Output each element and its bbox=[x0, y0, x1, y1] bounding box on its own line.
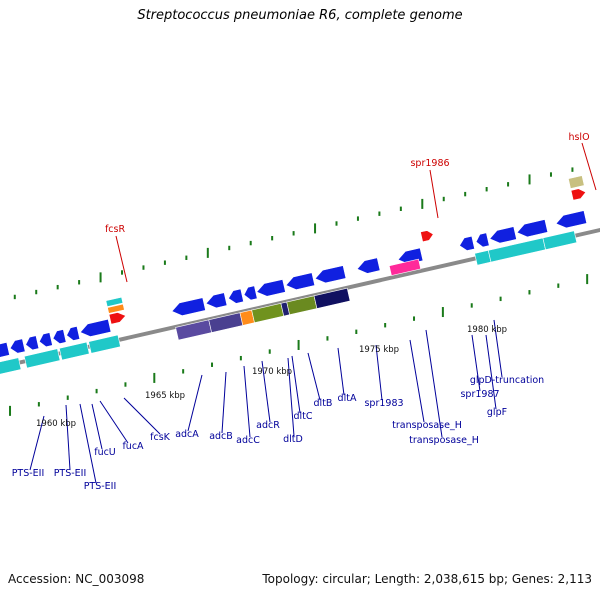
leader-line bbox=[115, 235, 128, 283]
leader-line bbox=[409, 339, 425, 423]
gene-label: PTS-EII bbox=[54, 468, 87, 479]
gene-arrow-forward bbox=[356, 257, 381, 274]
gene-arrow-forward bbox=[256, 279, 286, 297]
gene-block bbox=[208, 312, 244, 333]
gene-label: dltA bbox=[338, 393, 357, 404]
rna-gene-label: fcsR bbox=[105, 224, 126, 235]
gene-label: PTS-EII bbox=[84, 481, 117, 492]
gene-label: dltC bbox=[293, 411, 312, 422]
gene-label: adcA bbox=[175, 429, 199, 440]
leader-line bbox=[287, 357, 295, 437]
gene-features bbox=[0, 175, 588, 375]
topology-label: Topology: circular; Length: 2,038,615 bp… bbox=[262, 572, 592, 586]
scale-label: 1965 kbp bbox=[145, 391, 185, 401]
gene-label: adcR bbox=[256, 420, 280, 431]
gene-block bbox=[0, 357, 22, 375]
leader-line bbox=[79, 403, 97, 484]
gene-arrow-forward bbox=[205, 292, 228, 309]
scale-label: 1980 kbp bbox=[467, 325, 507, 335]
gene-block bbox=[251, 303, 285, 324]
leader-line bbox=[221, 371, 227, 434]
gene-arrow-forward bbox=[79, 318, 112, 337]
leader-line bbox=[471, 334, 481, 392]
gene-label: adcC bbox=[236, 435, 260, 446]
gene-label: dltB bbox=[314, 398, 333, 409]
gene-block bbox=[105, 296, 124, 307]
leader-line bbox=[429, 169, 439, 219]
gene-arrow-forward bbox=[25, 335, 40, 351]
gene-arrow-forward bbox=[243, 285, 258, 301]
leader-line bbox=[187, 374, 203, 432]
gene-arrow-forward bbox=[228, 288, 244, 304]
gene-label: glpF bbox=[487, 407, 507, 418]
leader-line bbox=[123, 397, 161, 435]
gene-label: PTS-EII bbox=[12, 468, 45, 479]
gene-arrow-forward bbox=[52, 329, 67, 344]
gene-block bbox=[88, 334, 121, 354]
gene-block bbox=[313, 287, 351, 309]
leader-line bbox=[337, 347, 345, 396]
gene-arrow-forward bbox=[171, 297, 206, 316]
gene-label: transposase_H bbox=[392, 420, 462, 431]
leader-line bbox=[485, 334, 497, 410]
scale-ticks bbox=[9, 167, 589, 416]
gene-block bbox=[58, 341, 90, 361]
gene-block bbox=[567, 175, 585, 189]
gene-label: dltD bbox=[283, 434, 303, 445]
leader-line bbox=[243, 365, 251, 438]
gene-label: transposase_H bbox=[409, 435, 479, 446]
gene-arrow-forward bbox=[38, 332, 53, 348]
rna-feature bbox=[420, 230, 434, 243]
leader-line bbox=[91, 403, 103, 450]
rna-feature bbox=[570, 188, 587, 201]
gene-block bbox=[388, 258, 422, 276]
gene-arrow-forward bbox=[555, 210, 588, 229]
scale-label: 1960 kbp bbox=[36, 419, 76, 429]
rna-gene-label: hslO bbox=[568, 132, 589, 143]
gene-arrow-forward bbox=[475, 232, 490, 248]
leader-line bbox=[291, 355, 301, 414]
gene-label: fucA bbox=[122, 441, 144, 452]
feature-labels: 1960 kbp 1965 kbp 1970 kbp 1975 kbp 1980 kbp… bbox=[12, 132, 590, 492]
leader-line bbox=[29, 415, 45, 471]
gene-arrow-forward bbox=[285, 272, 316, 290]
gene-arrow-forward bbox=[66, 326, 81, 341]
gene-label: spr1983 bbox=[364, 398, 403, 409]
leader-line bbox=[581, 142, 597, 191]
leader-line bbox=[99, 400, 129, 444]
gene-block bbox=[107, 303, 125, 314]
gene-label: spr1987 bbox=[460, 389, 499, 400]
scale-label: 1975 kbp bbox=[359, 345, 399, 355]
gene-label: adcB bbox=[209, 431, 233, 442]
gene-label: glpD-truncation bbox=[470, 375, 544, 386]
label-leader-lines bbox=[29, 142, 597, 484]
leader-line bbox=[261, 360, 271, 423]
map-title: Streptococcus pneumoniae R6, complete ge… bbox=[137, 8, 463, 23]
gene-label: fucU bbox=[94, 447, 116, 458]
rna-gene-label: spr1986 bbox=[410, 158, 449, 169]
accession-label: Accession: NC_003098 bbox=[8, 572, 145, 586]
leader-line bbox=[65, 404, 71, 471]
leader-line bbox=[493, 319, 503, 378]
gene-block bbox=[23, 348, 61, 369]
rna-feature bbox=[108, 312, 127, 325]
leader-line bbox=[375, 344, 383, 401]
gene-arrow-forward bbox=[459, 235, 475, 251]
gene-arrow-forward bbox=[9, 338, 26, 354]
scale-label: 1970 kbp bbox=[252, 367, 292, 377]
leader-line bbox=[307, 352, 321, 401]
gene-label: fcsK bbox=[150, 432, 171, 443]
gene-arrow-forward bbox=[0, 342, 10, 358]
leader-line bbox=[425, 329, 443, 438]
gene-arrow-forward bbox=[314, 265, 347, 284]
gene-block bbox=[542, 230, 578, 250]
gene-arrow-forward bbox=[489, 226, 517, 244]
gene-arrow-forward bbox=[516, 219, 549, 238]
